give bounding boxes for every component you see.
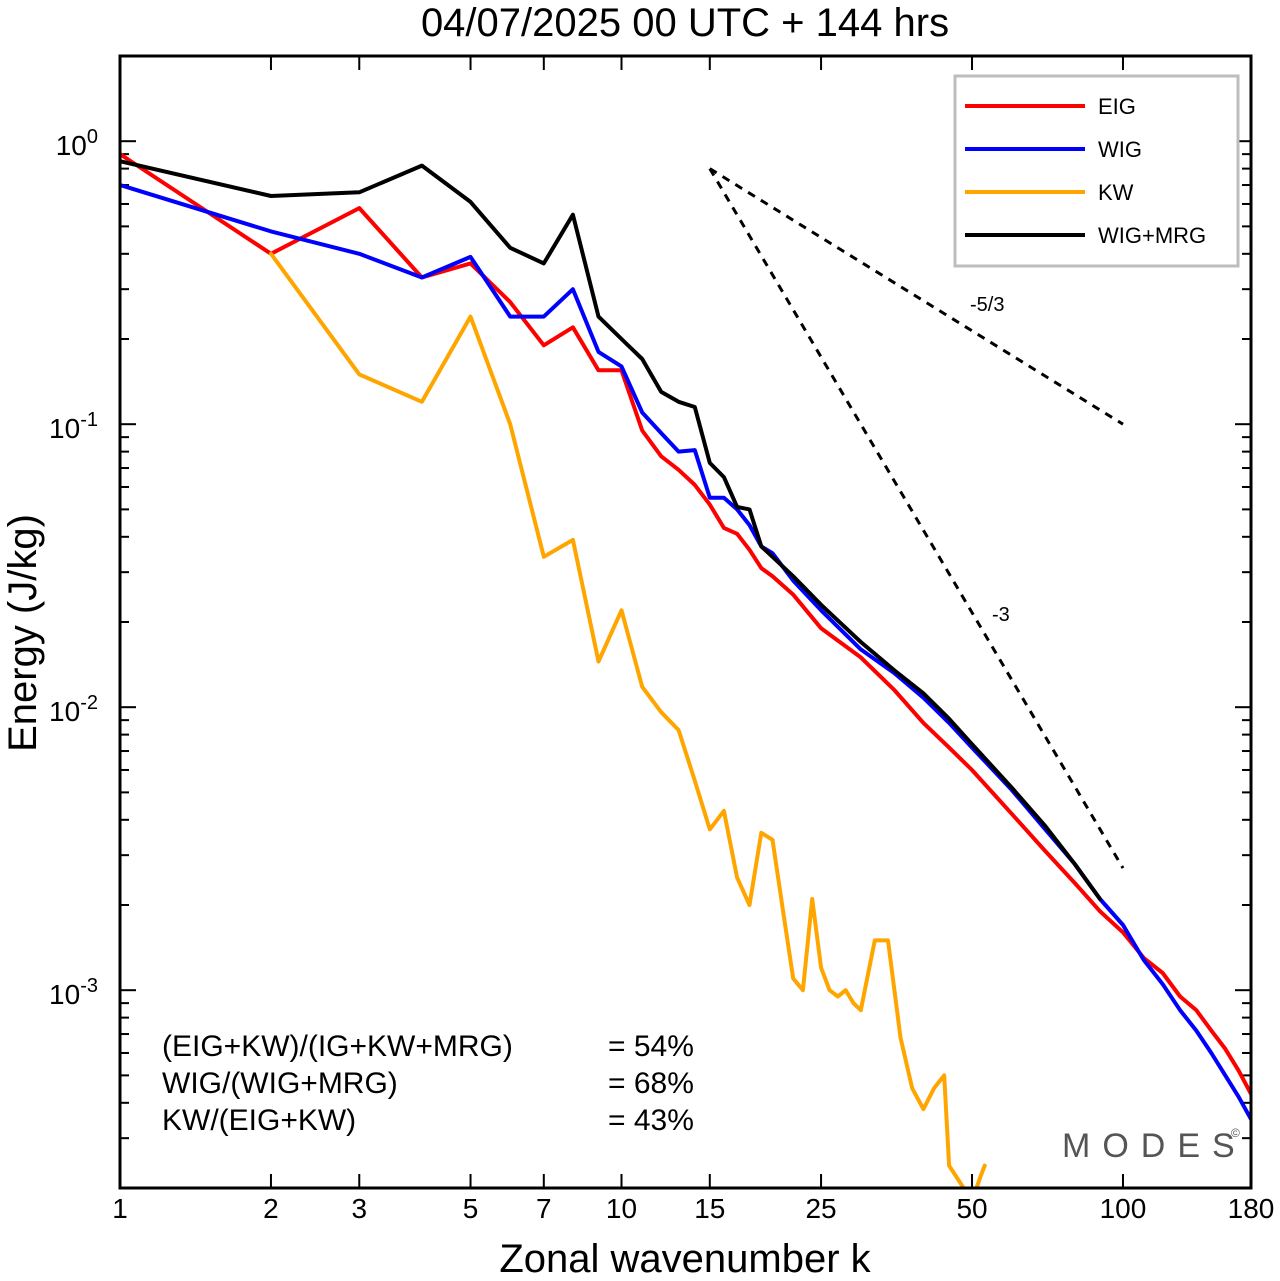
series-line-eig [120, 152, 1251, 1096]
y-tick-label: 10-3 [49, 975, 98, 1010]
y-tick-label: 100 [56, 126, 98, 161]
x-tick-label: 180 [1228, 1193, 1275, 1224]
y-axis-label: Energy (J/kg) [1, 514, 45, 752]
x-tick-label: 7 [536, 1193, 552, 1224]
x-tick-label: 5 [463, 1193, 479, 1224]
x-tick-label: 25 [805, 1193, 836, 1224]
reference-line-label: -5/3 [970, 294, 1004, 316]
modes-watermark: MODES [1062, 1127, 1247, 1165]
legend-label: WIG [1098, 137, 1142, 162]
series-line-wig [120, 183, 1251, 1122]
plot-frame [118, 54, 1253, 1190]
ratio-value: = 43% [608, 1104, 694, 1137]
x-tick-label: 100 [1100, 1193, 1147, 1224]
reference-slope-lines [708, 167, 1125, 869]
x-axis-label: Zonal wavenumber k [499, 1237, 871, 1281]
series-line-kw [269, 251, 987, 1188]
y-tick-label: 10-2 [49, 692, 98, 727]
x-tick-label: 15 [694, 1193, 725, 1224]
chart-title: 04/07/2025 00 UTC + 144 hrs [421, 1, 949, 45]
reference-line-minus-3 [708, 167, 1125, 869]
reference-line-label: -3 [992, 604, 1010, 626]
x-tick-label: 2 [263, 1193, 279, 1224]
legend-label: WIG+MRG [1098, 223, 1206, 248]
x-tick-label: 50 [956, 1193, 987, 1224]
legend-label: KW [1098, 180, 1134, 205]
legend-label: EIG [1098, 94, 1136, 119]
legend: EIG WIG KW WIG+MRG [953, 74, 1240, 268]
x-tick-label: 10 [606, 1193, 637, 1224]
ratio-label: KW/(EIG+KW) [162, 1104, 356, 1137]
ratio-value: = 54% [608, 1030, 694, 1063]
x-tick-label: 3 [351, 1193, 367, 1224]
reference-line-minus-5-3 [709, 167, 1124, 426]
ratio-value: = 68% [608, 1067, 694, 1100]
series-lines [120, 152, 1251, 1188]
axis-tick-labels: 1 2 3 5 7 10 15 25 50 100 180 100 10-1 10-2 10-3 [49, 126, 1274, 1224]
x-tick-label: 1 [112, 1193, 128, 1224]
ratio-annotations: (EIG+KW)/(IG+KW+MRG) = 54% WIG/(WIG+MRG) = … [162, 1030, 694, 1137]
y-tick-label: 10-1 [49, 409, 98, 444]
ratio-label: (EIG+KW)/(IG+KW+MRG) [162, 1030, 513, 1063]
copyright-mark: © [1231, 1126, 1240, 1140]
series-line-wig-mrg [120, 159, 1102, 901]
ratio-label: WIG/(WIG+MRG) [162, 1067, 398, 1100]
